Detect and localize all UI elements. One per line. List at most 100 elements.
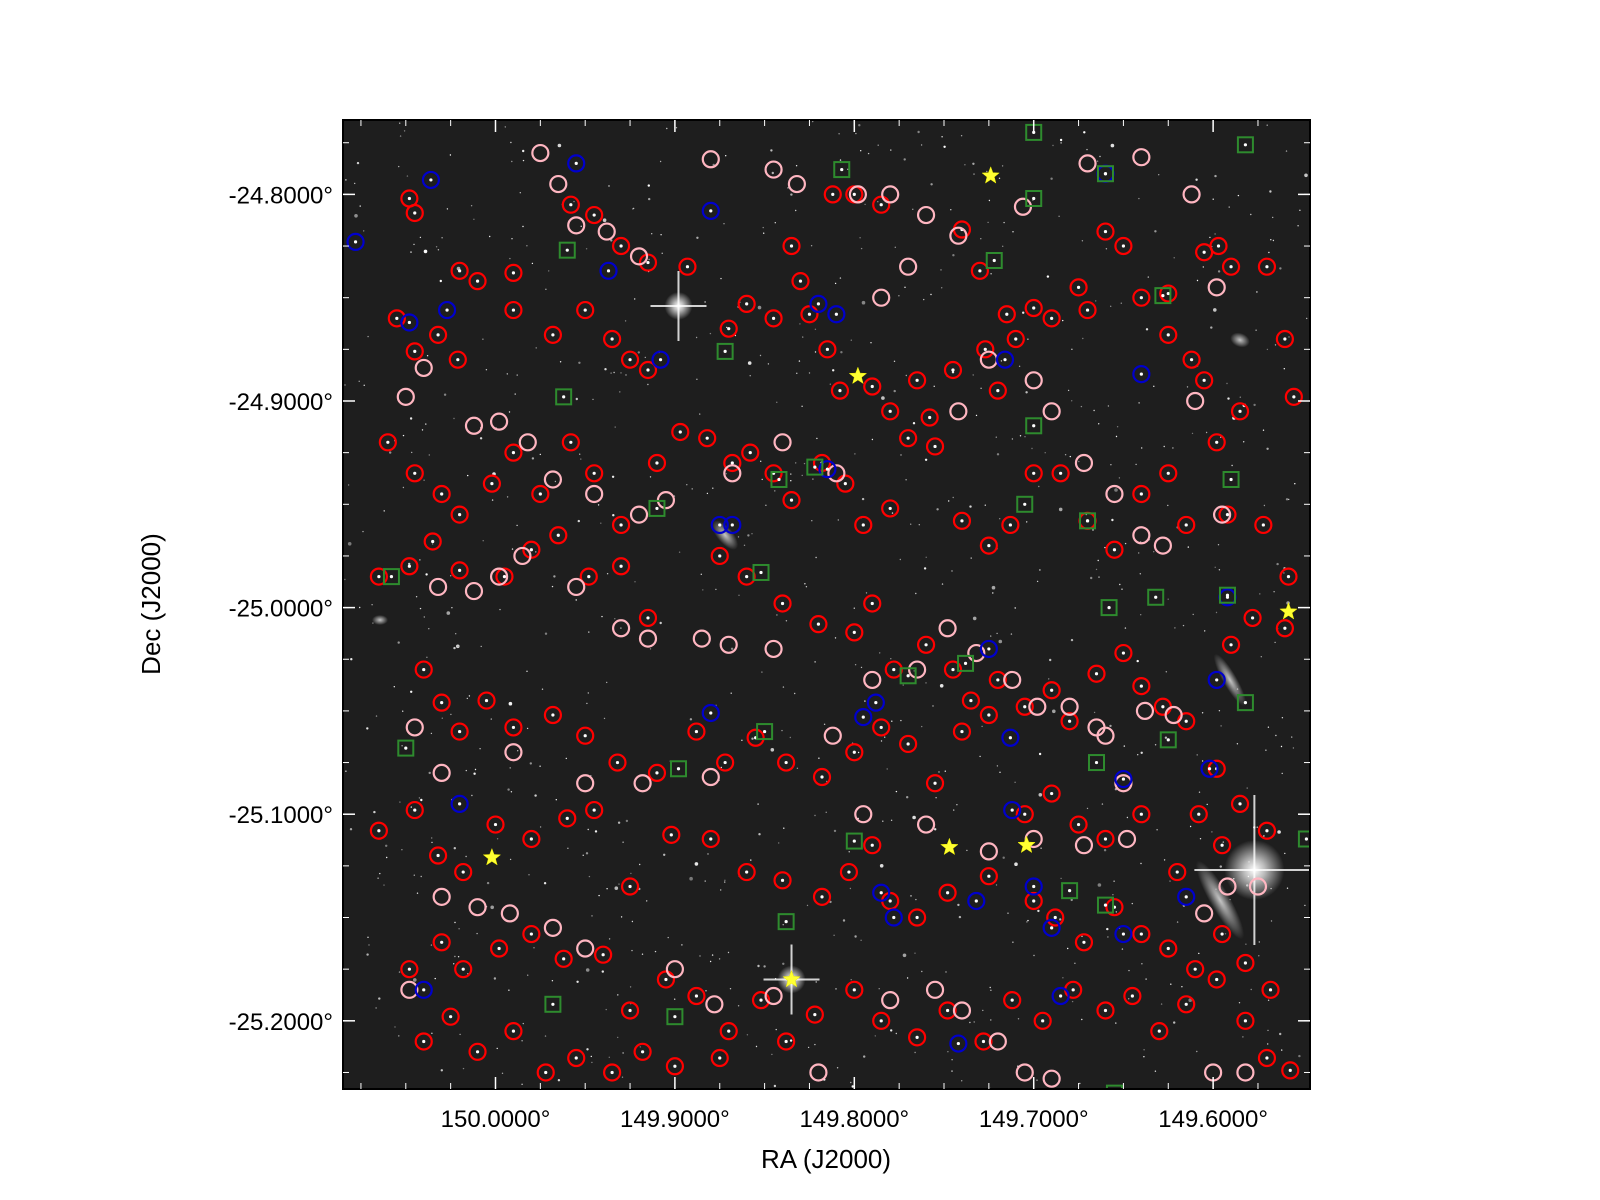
red-circle-marker bbox=[1257, 257, 1277, 276]
red-circle-marker bbox=[585, 800, 604, 820]
blue-circle-marker bbox=[1042, 918, 1061, 937]
background-star bbox=[1139, 573, 1142, 575]
red-circle-marker bbox=[920, 408, 939, 427]
source-dot bbox=[1184, 1002, 1188, 1006]
background-star bbox=[775, 1028, 777, 1031]
background-star bbox=[762, 226, 764, 229]
background-star bbox=[1140, 614, 1142, 616]
background-star bbox=[1098, 576, 1100, 578]
background-star bbox=[1003, 221, 1005, 224]
background-star bbox=[413, 874, 415, 876]
background-star bbox=[952, 496, 954, 499]
background-star bbox=[446, 208, 449, 210]
pink-circle-marker bbox=[701, 767, 720, 787]
background-star bbox=[1158, 174, 1160, 176]
background-star bbox=[890, 658, 892, 660]
background-star bbox=[1255, 329, 1257, 331]
green-square-marker bbox=[806, 458, 824, 476]
background-star bbox=[666, 127, 668, 130]
source-dot bbox=[1071, 988, 1075, 992]
background-star bbox=[906, 977, 909, 979]
background-star bbox=[789, 1039, 793, 1042]
background-star bbox=[617, 994, 619, 996]
source-dot bbox=[458, 269, 462, 273]
background-star bbox=[611, 475, 615, 478]
source-dot bbox=[628, 884, 632, 889]
background-star bbox=[1116, 426, 1119, 428]
background-star bbox=[860, 939, 862, 941]
background-star bbox=[814, 661, 816, 663]
background-star bbox=[707, 853, 709, 855]
background-star bbox=[760, 460, 762, 462]
background-star bbox=[951, 371, 955, 374]
red-circle-marker bbox=[428, 325, 448, 344]
red-circle-marker bbox=[908, 371, 927, 390]
background-star bbox=[871, 438, 874, 441]
background-star bbox=[704, 301, 706, 303]
background-star bbox=[559, 361, 562, 363]
pink-circle-marker bbox=[567, 577, 586, 597]
background-star bbox=[509, 767, 511, 769]
background-star bbox=[774, 222, 776, 224]
axis-ticks: 150.0000° 149.9000° 149.8000° 149.7000° 149.… bbox=[229, 120, 1310, 1133]
source-dot bbox=[1050, 791, 1054, 796]
background-star bbox=[646, 900, 648, 902]
background-star bbox=[528, 874, 530, 876]
source-dot bbox=[745, 302, 749, 306]
red-circle-marker bbox=[710, 1048, 729, 1068]
yellow-star-marker bbox=[782, 969, 801, 988]
red-circle-marker bbox=[854, 515, 873, 535]
background-star bbox=[757, 305, 762, 310]
green-square-marker bbox=[957, 654, 975, 672]
background-star bbox=[1256, 291, 1258, 293]
pink-circle-marker bbox=[949, 226, 968, 245]
background-star bbox=[798, 360, 801, 362]
source-dot bbox=[655, 506, 659, 511]
red-circle-marker bbox=[608, 753, 627, 772]
pink-circle-marker bbox=[1074, 836, 1094, 855]
red-circle-marker bbox=[1243, 608, 1262, 628]
source-dot bbox=[1085, 519, 1090, 523]
background-star bbox=[1277, 830, 1281, 834]
green-square-marker bbox=[1147, 588, 1165, 606]
background-star bbox=[491, 499, 494, 501]
green-square-marker bbox=[1088, 754, 1106, 772]
pink-circle-marker bbox=[400, 980, 419, 999]
red-circle-marker bbox=[979, 867, 998, 886]
background-star bbox=[575, 599, 577, 601]
yellow-star-marker bbox=[1279, 601, 1298, 620]
background-star bbox=[1026, 921, 1028, 923]
background-star bbox=[383, 510, 385, 512]
source-dot bbox=[852, 750, 856, 754]
pink-circle-marker bbox=[705, 995, 724, 1014]
red-circle-marker bbox=[809, 615, 828, 634]
source-dot bbox=[389, 575, 394, 579]
blue-circle-marker bbox=[995, 350, 1015, 369]
pink-circle-marker bbox=[949, 402, 968, 421]
background-star bbox=[996, 453, 1000, 456]
red-circle-marker bbox=[504, 443, 523, 462]
background-star bbox=[575, 397, 578, 401]
background-star bbox=[428, 771, 431, 775]
background-star bbox=[874, 1035, 876, 1037]
background-star bbox=[1040, 847, 1042, 849]
background-star bbox=[1110, 305, 1112, 307]
background-star bbox=[1272, 239, 1275, 242]
background-star bbox=[1258, 941, 1261, 943]
background-star bbox=[790, 473, 792, 475]
background-star bbox=[419, 559, 421, 561]
pink-circle-marker bbox=[576, 939, 595, 958]
background-star bbox=[619, 391, 621, 393]
source-dot bbox=[615, 760, 620, 765]
background-star bbox=[379, 872, 381, 875]
background-star bbox=[577, 519, 580, 523]
background-star bbox=[1281, 717, 1284, 719]
pink-circle-marker bbox=[500, 904, 519, 923]
source-dot bbox=[511, 451, 516, 455]
green-square-marker bbox=[1079, 512, 1097, 530]
background-star bbox=[796, 372, 798, 374]
source-dot bbox=[705, 436, 709, 440]
source-dot bbox=[601, 953, 605, 957]
source-dot bbox=[879, 1019, 883, 1023]
background-star bbox=[880, 740, 883, 742]
